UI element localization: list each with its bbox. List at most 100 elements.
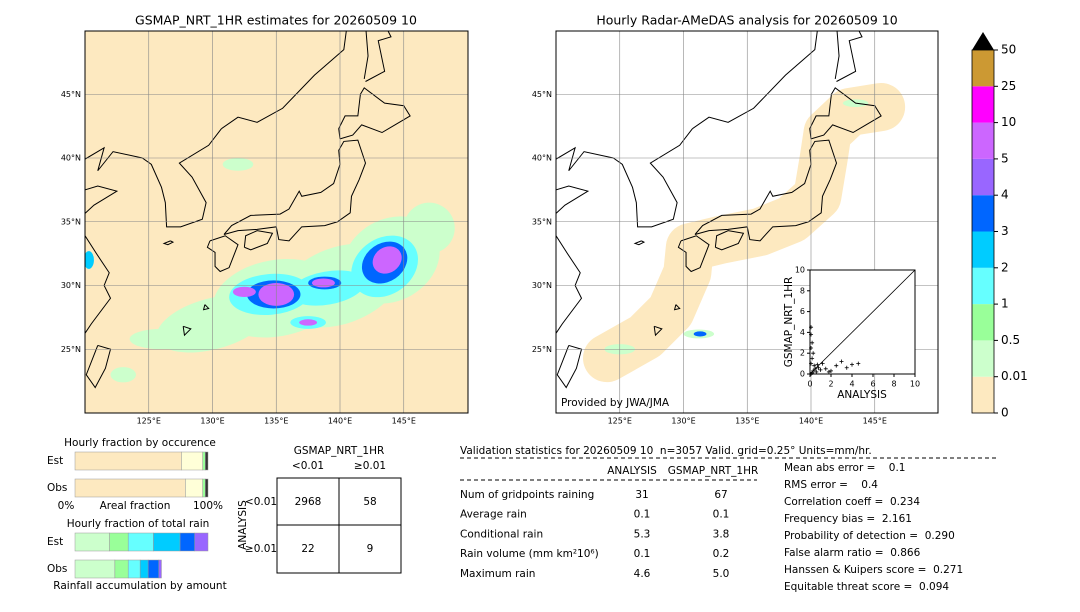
coastline (834, 31, 840, 80)
coastline (365, 31, 392, 82)
row-label: Est (47, 536, 63, 548)
scatter-ylabel: GSMAP_NRT_1HR (783, 277, 795, 368)
colorbar-label: 50 (1001, 43, 1016, 57)
colorbar-segment (972, 376, 994, 413)
lon-label: 135°E (264, 417, 288, 426)
scatter-point (856, 361, 861, 366)
precip-area (299, 319, 318, 326)
radar-coverage (583, 83, 906, 383)
precip-area (372, 246, 402, 274)
stat-value: 67 (714, 489, 727, 501)
coastline (673, 304, 681, 311)
lat-label: 40°N (532, 154, 552, 163)
colorbar-segment (972, 50, 994, 87)
lat-label: 25°N (532, 345, 552, 354)
occurrence-axis-left: 0% (58, 500, 75, 512)
x-tick-label: 2 (828, 380, 833, 389)
right-map-title: Hourly Radar-AMeDAS analysis for 2026050… (596, 13, 897, 28)
scatter-point (834, 363, 839, 368)
scatter-point (813, 366, 818, 371)
scatter-point (829, 368, 833, 373)
lat-label: 25°N (61, 345, 81, 354)
row-label: Obs (47, 482, 67, 494)
cell: 58 (363, 496, 376, 508)
y-tick-label: 6 (800, 307, 805, 316)
colorbar-label: 25 (1001, 79, 1016, 93)
column-header: ANALYSIS (607, 465, 657, 477)
coastline (202, 304, 210, 311)
stat-value: 0.2 (713, 548, 730, 560)
stat-value: 5.0 (713, 568, 730, 580)
precip-area (311, 278, 335, 288)
scatter-point (810, 340, 815, 345)
fraction-segment (202, 451, 206, 471)
score: Mean abs error = 0.1 (784, 462, 905, 474)
coastline (694, 139, 838, 242)
fraction-segment (205, 478, 209, 498)
scatter-point (811, 368, 816, 373)
score: Probability of detection = 0.290 (784, 530, 955, 542)
score: Correlation coeff = 0.234 (784, 496, 920, 508)
colorbar-label: 2 (1001, 260, 1009, 274)
colorbar-segment (972, 86, 994, 123)
precip-area (693, 331, 707, 337)
colorbar-label: 3 (1001, 224, 1009, 238)
cell: 9 (367, 543, 374, 555)
fraction-segment (74, 532, 110, 552)
coastline (85, 344, 112, 389)
coastline (206, 235, 239, 273)
scatter-point (816, 365, 821, 370)
validation-header: Validation statistics for 20260509 10 n=… (460, 445, 872, 457)
score: Equitable threat score = 0.094 (784, 581, 949, 593)
row-label: ANALYSIS (237, 500, 249, 550)
fraction-segment (127, 532, 154, 552)
stat-value: 0.1 (634, 509, 651, 521)
stat-value: 31 (635, 489, 648, 501)
coastline (556, 344, 583, 389)
y-tick-label: 10 (795, 266, 805, 275)
precip-area (110, 367, 136, 383)
x-tick-label: 8 (891, 380, 896, 389)
row-header: <0.01 (245, 496, 277, 508)
coastline (633, 240, 646, 246)
x-tick-label: 0 (807, 380, 812, 389)
score: RMS error = 0.4 (784, 479, 878, 491)
left-map-title: GSMAP_NRT_1HR estimates for 20260509 10 (135, 13, 417, 28)
right-map (556, 31, 938, 413)
col-header: <0.01 (292, 460, 324, 472)
colorbar-label: 4 (1001, 188, 1009, 202)
lat-label: 45°N (532, 90, 552, 99)
x-tick-label: 6 (870, 380, 875, 389)
cell: 2968 (295, 496, 322, 508)
scatter-point (820, 361, 825, 366)
stat-label: Rain volume (mm km²10⁶) (460, 548, 599, 560)
col-header: ≥0.01 (354, 460, 386, 472)
score: Hanssen & Kuipers score = 0.271 (784, 564, 963, 576)
coastline (162, 240, 175, 246)
stat-value: 3.8 (713, 528, 730, 540)
colorbar-segment (972, 231, 994, 268)
colorbar-label: 10 (1001, 115, 1016, 129)
coastline (182, 325, 192, 337)
lat-label: 35°N (61, 217, 81, 226)
scatter-point (811, 351, 816, 356)
y-tick-label: 4 (800, 328, 805, 337)
colorbar-label: 0.5 (1001, 333, 1020, 347)
fraction-segment (114, 559, 129, 579)
fraction-segment (202, 478, 206, 498)
colorbar-segment (972, 340, 994, 377)
left-map (85, 31, 468, 413)
precip-area (403, 202, 455, 254)
colorbar-segment (972, 158, 994, 196)
fraction-segment (109, 532, 129, 552)
fraction-segment (181, 451, 203, 471)
lat-label: 35°N (532, 217, 552, 226)
scatter-xlabel: ANALYSIS (837, 389, 887, 401)
colorbar-label: 5 (1001, 151, 1009, 165)
fraction-segment (74, 559, 116, 579)
fraction-segment (153, 532, 181, 552)
stat-label: Maximum rain (460, 568, 535, 580)
cell: 22 (301, 543, 314, 555)
coastline (363, 31, 369, 80)
fraction-segment (74, 451, 182, 471)
